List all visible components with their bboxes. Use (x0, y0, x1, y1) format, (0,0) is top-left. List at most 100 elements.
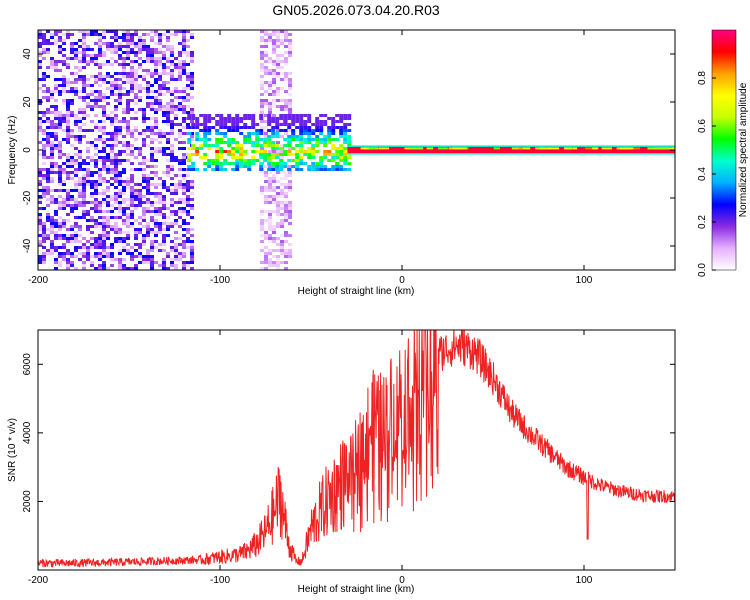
heatmap-cell-2479 (311, 132, 316, 135)
heatmap-cell-1484 (170, 33, 174, 36)
heatmap-cell-41 (38, 255, 42, 258)
heatmap-cell-2336 (267, 120, 272, 123)
heatmap-cell-572 (90, 30, 94, 33)
heatmap-cell-2552 (335, 114, 340, 117)
heatmap-cell-1524 (170, 222, 174, 225)
heatmap-cell-1973 (276, 264, 280, 267)
heatmap-cell-1818 (264, 180, 268, 183)
heatmap-cell-2579 (343, 117, 348, 120)
heatmap-cell-277 (62, 99, 66, 102)
heatmap-cell-1734 (190, 228, 194, 231)
heatmap-cell-1870 (268, 216, 272, 219)
heatmap-cell-637 (94, 183, 98, 186)
heatmap-cell-1903 (272, 114, 276, 117)
heatmap-cell-1547 (174, 156, 178, 159)
heatmap-cell-2293 (247, 168, 252, 171)
heatmap-cell-2222 (227, 120, 232, 123)
heatmap-cell-1048 (130, 39, 134, 42)
heatmap-cell-589 (90, 156, 94, 159)
heatmap-cell-183 (54, 87, 58, 90)
heatmap-cell-2572 (339, 150, 344, 153)
heatmap-cell-646 (94, 219, 98, 222)
heatmap-cell-201 (54, 189, 58, 192)
heatmap-cell-1889 (272, 51, 276, 54)
heatmap-cell-95 (46, 75, 50, 78)
heatmap-cell-2430 (295, 159, 300, 162)
heatmap-cell-1358 (158, 39, 162, 42)
snr-x-ticks: -200 -100 0 100 (28, 330, 593, 586)
heatmap-cell-1932 (276, 54, 280, 57)
heatmap-cell-2017 (284, 33, 288, 36)
heatmap-cell-1861 (268, 180, 272, 183)
heatmap-cell-494 (82, 75, 86, 78)
heatmap-cell-2169 (207, 159, 212, 162)
heatmap-cell-2231 (231, 117, 236, 120)
heatmap-cell-1945 (276, 129, 280, 132)
heatmap-cell-1028 (126, 180, 130, 183)
heatmap-cell-1216 (146, 33, 150, 36)
heatmap-cell-2504 (319, 123, 324, 126)
heatmap-cell-2409 (291, 117, 296, 120)
heatmap-cell-989 (122, 240, 126, 243)
heatmap-cell-658 (98, 39, 102, 42)
heatmap-cell-1031 (126, 198, 130, 201)
heatmap-cell-2263 (239, 144, 244, 147)
heatmap-cell-543 (86, 93, 90, 96)
heatmap-cell-92 (46, 48, 50, 51)
heatmap-cell-2476 (307, 168, 312, 171)
heatmap-cell-548 (86, 129, 90, 132)
heatmap-cell-1385 (158, 195, 162, 198)
heatmap-cell-1164 (138, 216, 142, 219)
heatmap-cell-2534 (327, 150, 332, 153)
heatmap-cell-1610 (182, 33, 186, 36)
heatmap-cell-1566 (174, 258, 178, 261)
heatmap-cell-1113 (134, 129, 138, 132)
heatmap-cell-2645 (378, 147, 390, 150)
heatmap-cell-2395 (283, 165, 288, 168)
heatmap-cell-1457 (166, 108, 170, 111)
heatmap-cell-2281 (243, 162, 248, 165)
heatmap-cell-1572 (178, 54, 182, 57)
heatmap-cell-2421 (295, 117, 300, 120)
heatmap-cell-588 (90, 144, 94, 147)
heatmap-cell-51 (42, 72, 46, 75)
heatmap-cell-1533 (174, 33, 178, 36)
heatmap-cell-806 (110, 42, 114, 45)
heatmap-cell-290 (62, 189, 66, 192)
heatmap-cell-1587 (178, 132, 182, 135)
heatmap-cell-2577 (339, 168, 344, 171)
heatmap-cell-2390 (283, 138, 288, 141)
heatmap-cell-2449 (299, 162, 304, 165)
heatmap-cell-1703 (186, 264, 190, 267)
heatmap-cell-1178 (142, 60, 146, 63)
heatmap-cell-1738 (190, 246, 194, 249)
heatmap-cell-1204 (142, 210, 146, 213)
heatmap-cell-496 (82, 81, 86, 84)
heatmap-cell-846 (110, 258, 114, 261)
heatmap-cell-2226 (227, 141, 232, 144)
heatmap-cell-1959 (276, 195, 280, 198)
heatmap-cell-1261 (150, 30, 154, 33)
heatmap-cell-2163 (207, 126, 212, 129)
heatmap-cell-291 (62, 198, 66, 201)
heatmap-cell-19 (38, 129, 42, 132)
heatmap-cell-2210 (223, 120, 228, 123)
heatmap-cell-1735 (190, 234, 194, 237)
heatmap-cell-2532 (327, 138, 332, 141)
heatmap-cell-1469 (166, 165, 170, 168)
heatmap-cell-947 (122, 30, 126, 33)
heatmap-cell-1318 (154, 69, 158, 72)
heatmap-cell-1163 (138, 204, 142, 207)
heatmap-cell-1776 (260, 186, 264, 189)
heatmap-cell-2016 (284, 30, 288, 33)
heatmap-cell-2573 (339, 153, 344, 156)
heatmap-cell-680 (98, 150, 102, 153)
heatmap-cell-112 (46, 171, 50, 174)
heatmap-cell-1393 (158, 228, 162, 231)
heatmap-cell-2389 (283, 129, 288, 132)
heatmap-cell-859 (114, 84, 118, 87)
heatmap-cell-20 (38, 141, 42, 144)
heatmap-cell-1949 (276, 150, 280, 153)
heatmap-cell-312 (66, 81, 70, 84)
